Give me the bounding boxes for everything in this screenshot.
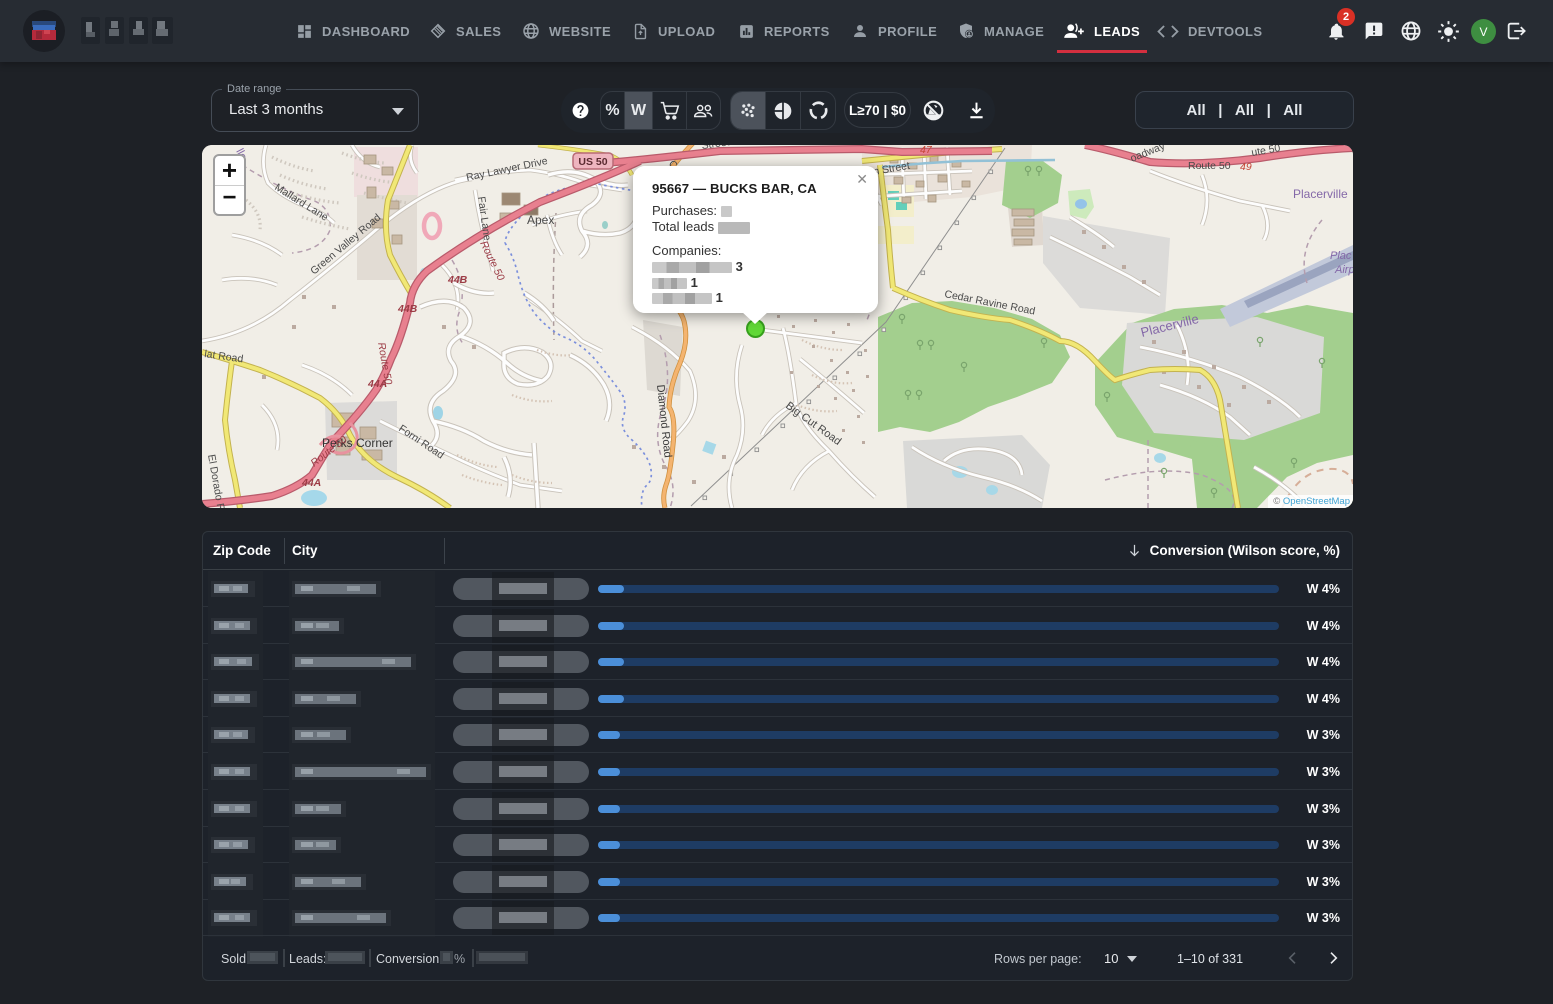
svg-text:Route 50: Route 50 (1188, 160, 1231, 172)
svg-text:44A: 44A (367, 378, 387, 390)
svg-text:47: 47 (920, 145, 933, 156)
svg-text:Street: Street (701, 145, 730, 152)
svg-text:44B: 44B (447, 274, 468, 286)
svg-text:49: 49 (1240, 161, 1252, 173)
svg-text:Plac: Plac (1330, 250, 1352, 262)
svg-text:lat Road: lat Road (204, 348, 245, 365)
svg-text:44A: 44A (301, 477, 321, 489)
svg-text:Apex: Apex (527, 213, 554, 227)
svg-text:Perks Corner: Perks Corner (322, 436, 393, 450)
svg-text:US 50: US 50 (578, 156, 607, 168)
svg-text:Placerville: Placerville (1293, 187, 1348, 201)
svg-text:Airp: Airp (1334, 264, 1353, 276)
svg-text:44B: 44B (397, 303, 418, 315)
